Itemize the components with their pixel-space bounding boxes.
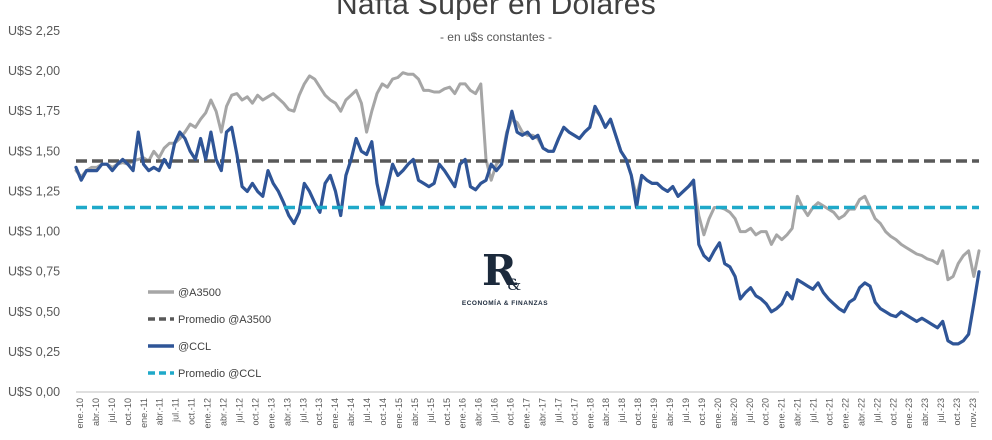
x-tick-label: abr.-19 — [665, 398, 675, 426]
x-tick-label: oct.-20 — [761, 398, 771, 426]
x-tick-label: oct.-10 — [123, 398, 133, 426]
x-tick-label: ene.-12 — [203, 398, 213, 429]
x-tick-label: abr.-16 — [474, 398, 484, 426]
series-line — [74, 104, 981, 346]
x-tick-label: oct.-19 — [697, 398, 707, 426]
x-tick-label: ene.-22 — [840, 398, 850, 429]
y-tick-label: U$S 1,50 — [8, 144, 60, 158]
x-tick-label: jul.-12 — [234, 398, 244, 424]
x-tick-label: oct.-16 — [506, 398, 516, 426]
brand-logo: R & ECONOMÍA & FINANZAS — [455, 249, 555, 308]
x-tick-label: ene.-17 — [522, 398, 532, 429]
x-tick-label: abr.-21 — [793, 398, 803, 426]
legend-label: @CCL — [178, 341, 211, 353]
x-tick-label: abr.-15 — [410, 398, 420, 426]
x-tick-label: ene.-10 — [75, 398, 85, 429]
x-tick-label: oct.-15 — [442, 398, 452, 426]
x-tick-label: ene.-19 — [649, 398, 659, 429]
x-tick-label: jul.-21 — [809, 398, 819, 424]
x-tick-label: jul.-20 — [745, 398, 755, 424]
y-tick-label: U$S 0,50 — [8, 305, 60, 319]
series-line — [74, 71, 981, 282]
chart-title: Nafta Súper en Dólares — [335, 0, 657, 21]
y-tick-label: U$S 2,25 — [8, 24, 60, 38]
x-tick-label: oct.-21 — [824, 398, 834, 426]
x-tick-label: ene.-15 — [394, 398, 404, 429]
x-tick-label: oct.-11 — [187, 398, 197, 425]
x-tick-label: abr.-11 — [155, 398, 165, 425]
y-tick-label: U$S 1,00 — [8, 225, 60, 239]
x-tick-label: jul.-22 — [872, 398, 882, 424]
x-tick-label: abr.-18 — [601, 398, 611, 426]
x-tick-label: ene.-11 — [139, 398, 149, 428]
x-tick-label: oct.-18 — [633, 398, 643, 426]
x-tick-label: abr.-13 — [282, 398, 292, 426]
x-tick-label: jul.-13 — [298, 398, 308, 424]
x-tick-label: oct.-13 — [314, 398, 324, 426]
x-tick-label: oct.-12 — [250, 398, 260, 426]
x-tick-label: jul.-17 — [553, 398, 563, 424]
x-tick-label: abr.-10 — [91, 398, 101, 426]
x-tick-label: oct.-22 — [888, 398, 898, 426]
legend-label: Promedio @A3500 — [178, 314, 271, 326]
x-tick-label: ene.-16 — [458, 398, 468, 429]
legend-label: @A3500 — [178, 287, 221, 299]
x-tick-label: jul.-18 — [617, 398, 627, 424]
x-tick-label: abr.-14 — [346, 398, 356, 426]
x-tick-label: ene.-23 — [904, 398, 914, 429]
x-tick-label: abr.-17 — [537, 398, 547, 426]
x-tick-label: ene.-20 — [713, 398, 723, 429]
x-tick-label: oct.-23 — [952, 398, 962, 426]
x-tick-label: abr.-20 — [729, 398, 739, 426]
x-tick-label: jul.-10 — [107, 398, 117, 424]
y-tick-label: U$S 1,75 — [8, 104, 60, 118]
logo-letter: R — [482, 246, 517, 295]
chart-subtitle: - en u$s constantes - — [439, 30, 553, 44]
logo-ampersand: & — [507, 275, 522, 294]
x-tick-label: nov.-23 — [968, 398, 978, 427]
x-tick-label: jul.-11 — [171, 398, 181, 423]
x-tick-label: abr.-22 — [856, 398, 866, 426]
logo-tagline: ECONOMÍA & FINANZAS — [461, 300, 549, 307]
x-tick-label: oct.-17 — [569, 398, 579, 426]
y-tick-label: U$S 1,25 — [8, 184, 60, 198]
x-tick-label: jul.-16 — [490, 398, 500, 424]
y-tick-label: U$S 0,25 — [8, 345, 60, 359]
x-tick-label: abr.-23 — [920, 398, 930, 426]
x-tick-label: jul.-14 — [362, 398, 372, 424]
x-tick-label: oct.-14 — [378, 398, 388, 426]
x-tick-label: ene.-18 — [585, 398, 595, 429]
y-tick-label: U$S 2,00 — [8, 64, 60, 78]
x-tick-label: ene.-13 — [266, 398, 276, 429]
x-tick-label: jul.-19 — [681, 398, 691, 424]
x-tick-label: ene.-21 — [777, 398, 787, 429]
y-tick-label: U$S 0,00 — [8, 385, 60, 399]
x-tick-label: jul.-15 — [426, 398, 436, 424]
y-tick-label: U$S 0,75 — [8, 265, 60, 279]
x-tick-label: ene.-14 — [330, 398, 340, 429]
x-tick-label: jul.-23 — [936, 398, 946, 424]
x-tick-label: abr.-12 — [219, 398, 229, 426]
legend-label: Promedio @CCL — [178, 368, 261, 380]
